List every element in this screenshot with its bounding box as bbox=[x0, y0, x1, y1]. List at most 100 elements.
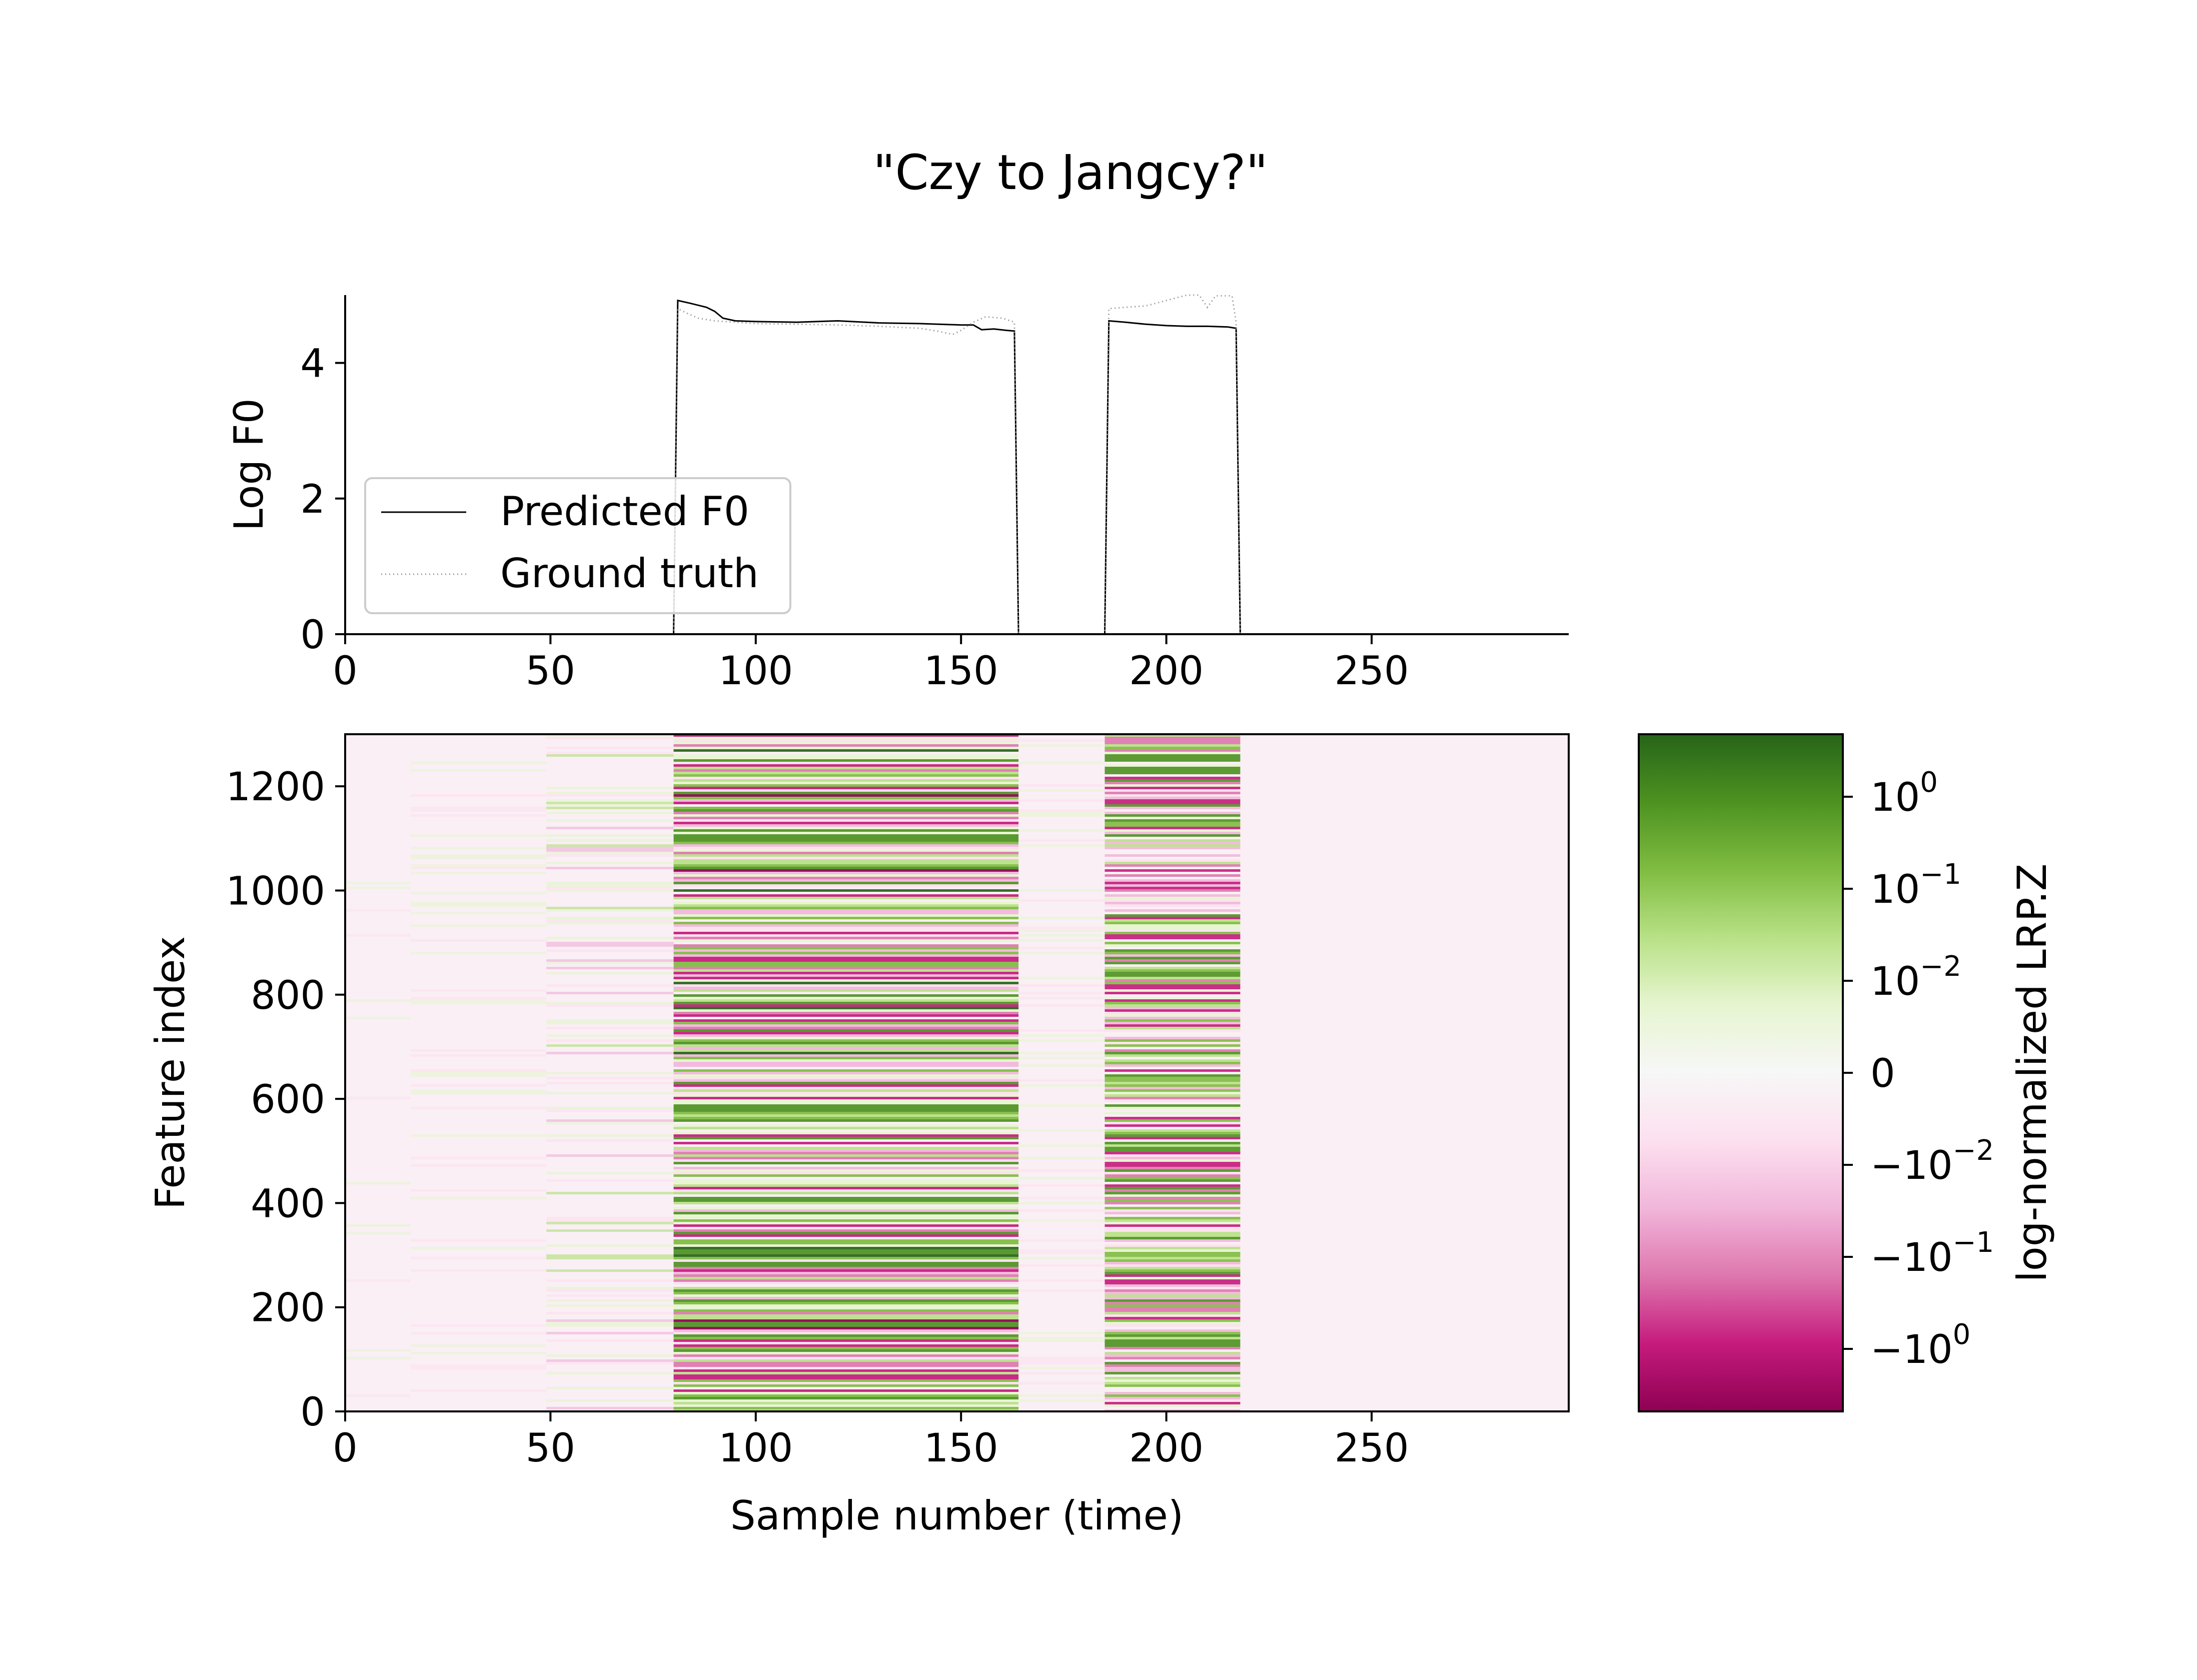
heatmap-cell bbox=[411, 939, 547, 942]
heatmap-cell bbox=[673, 1097, 1019, 1099]
heatmap-cell bbox=[1105, 1099, 1241, 1102]
heatmap-cell bbox=[1105, 1297, 1241, 1299]
heatmap-cell bbox=[1105, 1079, 1241, 1082]
heatmap-cell bbox=[1018, 1359, 1105, 1362]
heatmap-cell bbox=[1105, 804, 1241, 807]
heatmap-cell bbox=[673, 1247, 1019, 1249]
heatmap-cell bbox=[411, 1002, 547, 1004]
heatmap-cell bbox=[1105, 1347, 1241, 1349]
heatmap-cell bbox=[673, 1064, 1019, 1067]
heatmap-cell bbox=[1018, 1289, 1105, 1292]
heatmap-cell bbox=[673, 1312, 1019, 1314]
heatmap-cell bbox=[673, 1267, 1019, 1269]
heatmap-cell bbox=[1018, 812, 1105, 814]
heatmap-cell bbox=[546, 1077, 674, 1079]
heatmap-cell bbox=[546, 834, 674, 837]
heatmap-cell bbox=[673, 1252, 1019, 1254]
heatmap-cell bbox=[1105, 894, 1241, 897]
heatmap-cell bbox=[1105, 1232, 1241, 1234]
heatmap-cell bbox=[1105, 1174, 1241, 1177]
heatmap-cell bbox=[546, 1312, 674, 1314]
heatmap-cell bbox=[673, 857, 1019, 859]
heatmap-cell bbox=[673, 1239, 1019, 1242]
heatmap-cell bbox=[1105, 864, 1241, 867]
heatmap-cell bbox=[1105, 1187, 1241, 1189]
heatmap-cell bbox=[1105, 982, 1241, 984]
heatmap-cell bbox=[1105, 1184, 1241, 1187]
heatmap-cell bbox=[1018, 1177, 1105, 1179]
heatmap-cell bbox=[411, 872, 547, 874]
heatmap-cell bbox=[1105, 1344, 1241, 1347]
heatmap-cell bbox=[1105, 1227, 1241, 1229]
heatmap-cell bbox=[1105, 1122, 1241, 1124]
heatmap-cell bbox=[1105, 1394, 1241, 1397]
heatmap-cell bbox=[673, 889, 1019, 892]
heatmap-cell bbox=[673, 1219, 1019, 1222]
heatmap-cell bbox=[1105, 1324, 1241, 1327]
legend-frame bbox=[364, 477, 791, 614]
heatmap-cell bbox=[673, 1174, 1019, 1177]
heatmap-cell bbox=[546, 919, 674, 922]
heatmap-cell bbox=[1105, 1254, 1241, 1257]
heatmap-cell bbox=[1105, 749, 1241, 752]
heatmap-cell bbox=[673, 1032, 1019, 1034]
heatmap-cell bbox=[546, 787, 674, 789]
heatmap-cell bbox=[1018, 927, 1105, 929]
heatmap-cell bbox=[1105, 1134, 1241, 1137]
heatmap-cell bbox=[673, 1292, 1019, 1294]
heatmap-cell bbox=[1105, 954, 1241, 957]
heatmap-cell bbox=[1018, 844, 1105, 847]
heatmap-cell bbox=[673, 824, 1019, 827]
heatmap-cell bbox=[673, 1244, 1019, 1247]
heatmap-cell bbox=[1018, 1157, 1105, 1159]
heatmap-cell bbox=[1018, 1362, 1105, 1364]
heatmap-cell bbox=[1018, 917, 1105, 919]
heatmap-cells bbox=[345, 734, 1241, 1411]
heatmap-cell bbox=[1105, 799, 1241, 802]
heatmap-cell bbox=[546, 1269, 674, 1272]
heatmap-cell bbox=[1105, 1027, 1241, 1029]
heatmap-cell bbox=[1105, 889, 1241, 892]
heatmap-cell bbox=[1105, 1274, 1241, 1277]
heatmap-cell bbox=[1105, 1022, 1241, 1024]
heatmap-cell bbox=[1105, 1272, 1241, 1274]
heatmap-cell bbox=[673, 742, 1019, 744]
heatmap-cell bbox=[1105, 1149, 1241, 1152]
heatmap-y-tick-label: 400 bbox=[251, 1181, 325, 1226]
heatmap-cell bbox=[1105, 1137, 1241, 1139]
heatmap-cell bbox=[1105, 807, 1241, 809]
heatmap-cell bbox=[673, 772, 1019, 774]
heatmap-cell bbox=[1018, 1144, 1105, 1147]
heatmap-cell bbox=[673, 1024, 1019, 1027]
f0-line-chart: 0 50 100 150 200 250 0 2 4 Log F0 Predicted F0 … bbox=[226, 294, 1569, 694]
heatmap-cell bbox=[1105, 1132, 1241, 1134]
heatmap-cell bbox=[673, 1019, 1019, 1022]
heatmap-cell bbox=[345, 1232, 411, 1234]
heatmap-cell bbox=[1105, 1094, 1241, 1097]
top-y-tick-label: 4 bbox=[300, 342, 325, 387]
heatmap-cell bbox=[345, 882, 411, 884]
heatmap-cell bbox=[673, 957, 1019, 959]
top-y-ticks: 0 2 4 bbox=[300, 342, 345, 658]
heatmap-cell bbox=[1105, 1004, 1241, 1007]
colorbar-gradient bbox=[1639, 734, 1843, 1411]
heatmap-cell bbox=[1018, 1239, 1105, 1242]
heatmap-cell bbox=[546, 847, 674, 849]
heatmap-cell bbox=[546, 1119, 674, 1122]
heatmap-cell bbox=[673, 1127, 1019, 1129]
heatmap-cell bbox=[673, 747, 1019, 749]
heatmap-cell bbox=[673, 1074, 1019, 1077]
heatmap-cell bbox=[1105, 1014, 1241, 1017]
heatmap-cell bbox=[673, 1169, 1019, 1172]
heatmap-cell bbox=[546, 922, 674, 924]
heatmap-cell bbox=[673, 1369, 1019, 1372]
heatmap-cell bbox=[673, 1382, 1019, 1384]
heatmap-cell bbox=[673, 977, 1019, 979]
heatmap-cell bbox=[1105, 1042, 1241, 1044]
heatmap-cell bbox=[673, 1394, 1019, 1397]
heatmap-cell bbox=[546, 1339, 674, 1342]
heatmap-cell bbox=[1105, 744, 1241, 747]
heatmap-cell bbox=[546, 1294, 674, 1297]
heatmap-cell bbox=[673, 927, 1019, 929]
heatmap-cell bbox=[1105, 987, 1241, 989]
